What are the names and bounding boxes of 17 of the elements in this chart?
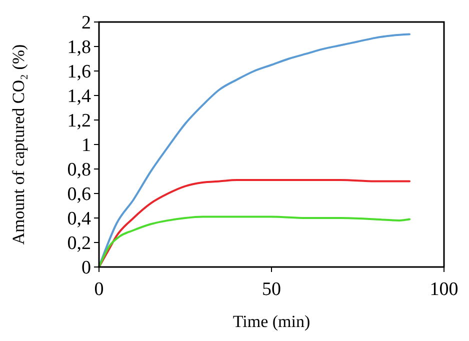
y-tick-label: 0,8 <box>67 160 91 181</box>
y-tick-label: 0,6 <box>67 184 91 206</box>
y-tick-label: 0,4 <box>67 208 92 230</box>
y-axis-title: Amount of captured CO₂ (%) <box>9 44 28 245</box>
y-tick-label: 1 <box>82 135 91 156</box>
y-tick-label: 2 <box>82 12 91 34</box>
line-series <box>98 179 410 268</box>
x-tick-label: 50 <box>262 279 281 300</box>
y-tick-label: 0,2 <box>67 233 91 254</box>
y-tick-label: 1,8 <box>67 37 91 58</box>
line-series <box>98 216 410 268</box>
x-tick-label: 100 <box>430 279 458 300</box>
x-axis-title: Time (min) <box>232 312 310 331</box>
y-tick-label: 1,2 <box>67 110 91 132</box>
y-tick-label: 0 <box>82 258 91 279</box>
y-tick-label: 1,6 <box>67 62 91 83</box>
y-tick-label: 1,4 <box>67 86 92 108</box>
